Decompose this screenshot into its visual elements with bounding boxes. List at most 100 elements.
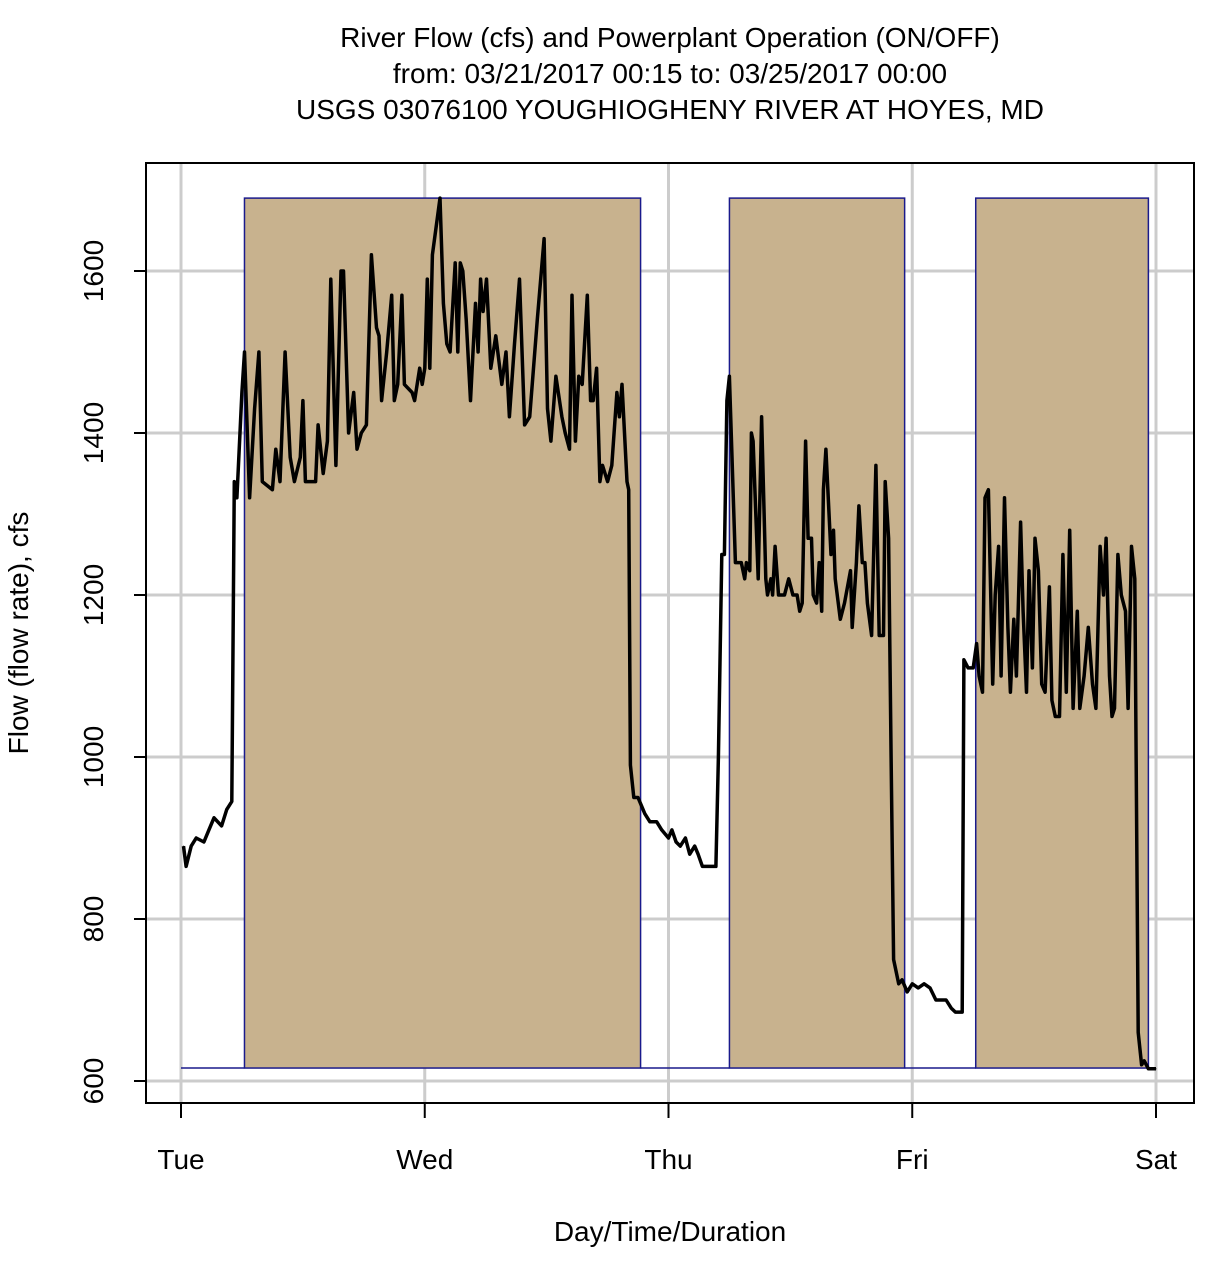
flow-data-point bbox=[486, 278, 488, 280]
flow-data-point bbox=[749, 570, 751, 572]
flow-data-point bbox=[893, 959, 895, 960]
flow-data-point bbox=[778, 594, 780, 596]
flow-data-point bbox=[984, 497, 986, 499]
flow-data-point bbox=[611, 464, 613, 466]
flow-data-point bbox=[849, 570, 851, 572]
y-tick-label: 800 bbox=[78, 896, 109, 943]
flow-data-point bbox=[414, 400, 416, 402]
flow-data-point bbox=[855, 562, 857, 564]
flow-data-point bbox=[449, 351, 451, 353]
flow-data-point bbox=[967, 667, 969, 669]
flow-data-point bbox=[289, 456, 291, 458]
flow-data-point bbox=[825, 448, 827, 450]
flow-data-point bbox=[261, 481, 263, 483]
x-axis: Tue Wed Thu Fri Sat bbox=[157, 1103, 1177, 1175]
flow-data-point bbox=[183, 845, 185, 847]
x-tick-label: Tue bbox=[157, 1144, 204, 1175]
flow-data-point bbox=[770, 578, 772, 580]
title-line-2: from: 03/21/2017 00:15 to: 03/25/2017 00… bbox=[393, 58, 947, 89]
flow-data-point bbox=[353, 392, 355, 393]
flow-data-point bbox=[590, 400, 592, 402]
flow-data-point bbox=[981, 691, 983, 693]
flow-data-point bbox=[1044, 691, 1046, 693]
flow-data-point bbox=[397, 383, 399, 385]
flow-data-point bbox=[992, 683, 994, 685]
flow-data-point bbox=[987, 489, 989, 491]
flow-data-point bbox=[923, 983, 925, 985]
flow-data-point bbox=[1026, 691, 1028, 693]
flow-data-point bbox=[822, 489, 824, 491]
flow-data-point bbox=[469, 400, 471, 402]
flow-data-point bbox=[640, 805, 642, 807]
flow-data-point bbox=[578, 375, 580, 377]
flow-data-point bbox=[381, 400, 383, 402]
flow-data-point bbox=[203, 841, 205, 843]
flow-data-point bbox=[788, 578, 790, 580]
flow-data-point bbox=[442, 302, 444, 304]
flow-data-point bbox=[1013, 618, 1015, 620]
flow-data-point bbox=[644, 813, 646, 815]
flow-data-point bbox=[689, 853, 691, 855]
flow-data-point bbox=[568, 448, 570, 450]
flow-data-point bbox=[767, 594, 769, 596]
flow-data-point bbox=[929, 987, 931, 989]
flow-data-point bbox=[1031, 667, 1033, 669]
flow-data-point bbox=[618, 416, 620, 418]
flow-data-point bbox=[524, 424, 526, 426]
flow-data-point bbox=[482, 311, 484, 312]
flow-data-point bbox=[429, 367, 431, 369]
flow-data-point bbox=[302, 400, 304, 402]
flow-data-point bbox=[454, 262, 456, 264]
flow-data-point bbox=[649, 821, 651, 823]
flow-data-point bbox=[844, 602, 846, 604]
flow-data-point bbox=[616, 392, 618, 393]
flow-data-point bbox=[1130, 545, 1132, 547]
flow-data-point bbox=[226, 809, 228, 811]
flow-data-point bbox=[807, 537, 809, 539]
flow-data-point bbox=[299, 456, 301, 458]
flow-data-point bbox=[490, 367, 492, 369]
flow-data-point bbox=[480, 278, 482, 280]
flow-data-point bbox=[378, 335, 380, 337]
flow-data-point bbox=[875, 464, 877, 466]
x-tick-label: Fri bbox=[896, 1144, 929, 1175]
flow-data-point bbox=[356, 448, 358, 450]
flow-data-point bbox=[550, 440, 552, 442]
operation-on-period bbox=[243, 197, 642, 1069]
flow-data-point bbox=[935, 999, 937, 1001]
flow-data-point bbox=[508, 416, 510, 418]
flow-data-point bbox=[446, 343, 448, 345]
flow-data-point bbox=[505, 351, 507, 353]
flow-data-point bbox=[1137, 1031, 1139, 1033]
flow-data-point bbox=[536, 319, 538, 321]
flow-data-point bbox=[457, 351, 459, 353]
flow-data-point bbox=[411, 392, 413, 393]
flow-data-point bbox=[513, 343, 515, 345]
flow-data-point bbox=[1004, 497, 1006, 499]
flow-data-point bbox=[592, 400, 594, 402]
flow-data-point bbox=[243, 351, 245, 353]
flow-data-point bbox=[752, 440, 754, 442]
flow-data-point bbox=[950, 1007, 952, 1009]
flow-data-point bbox=[890, 756, 892, 758]
flow-data-point bbox=[1007, 626, 1009, 628]
flow-data-point bbox=[940, 999, 942, 1001]
flow-data-point bbox=[697, 853, 699, 855]
flow-data-point bbox=[821, 610, 823, 612]
flow-data-point bbox=[1092, 683, 1094, 685]
y-tick-label: 600 bbox=[78, 1058, 109, 1105]
flow-data-point bbox=[901, 979, 903, 981]
flow-data-point bbox=[728, 375, 730, 377]
x-axis-label: Day/Time/Duration bbox=[554, 1216, 786, 1247]
flow-data-point bbox=[475, 302, 477, 304]
flow-data-point bbox=[717, 756, 719, 758]
flow-data-point bbox=[376, 327, 378, 329]
flow-data-point bbox=[679, 845, 681, 847]
y-tick-label: 1200 bbox=[78, 564, 109, 626]
flow-data-point bbox=[258, 351, 260, 353]
flow-data-point bbox=[621, 383, 623, 385]
flow-data-point bbox=[343, 270, 344, 272]
flow-data-point bbox=[462, 270, 464, 272]
flow-data-point bbox=[812, 594, 814, 596]
flow-data-point bbox=[834, 578, 836, 580]
